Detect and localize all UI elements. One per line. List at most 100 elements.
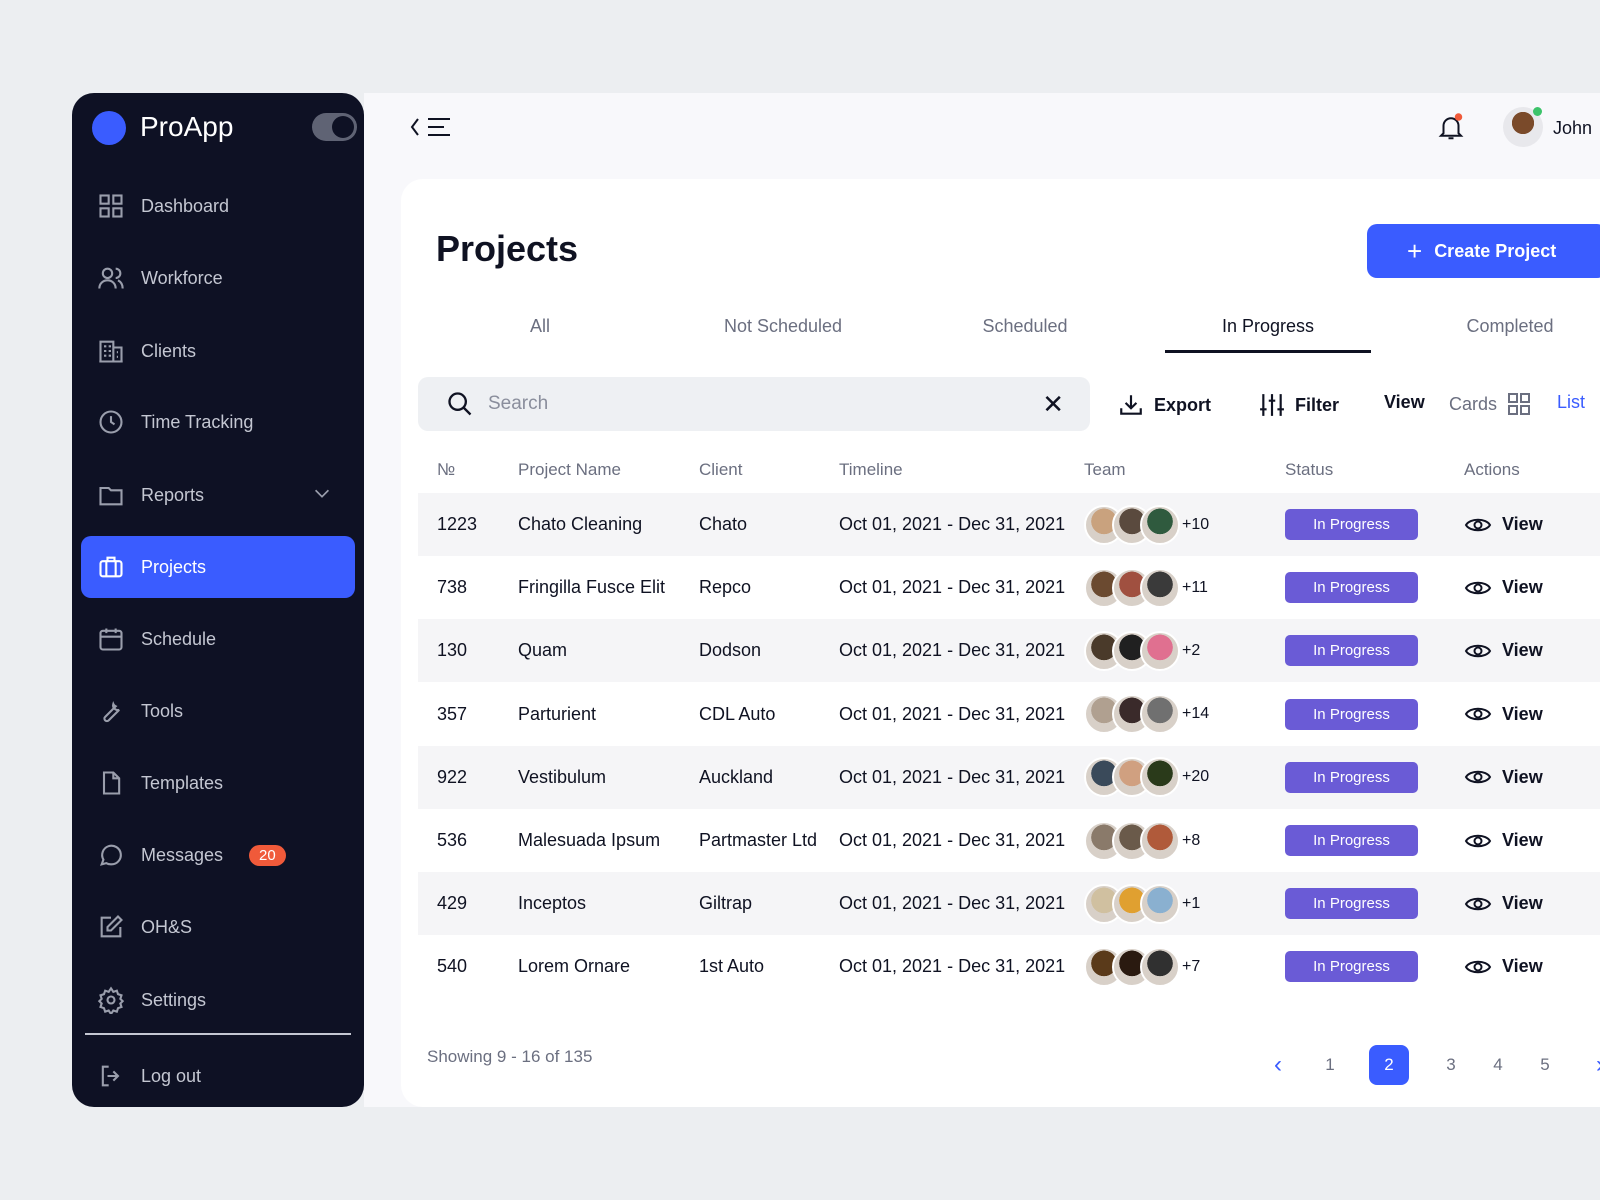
tab-scheduled[interactable]: Scheduled [982, 316, 1068, 336]
client-name: Repco [699, 577, 752, 598]
table-row[interactable]: 922 Vestibulum Auckland Oct 01, 2021 - D… [418, 745, 1600, 809]
table-row[interactable]: 429 Inceptos Giltrap Oct 01, 2021 - Dec … [418, 872, 1600, 936]
prev-page-button[interactable]: ‹ [1274, 1051, 1282, 1078]
page-3-button[interactable]: 3 [1446, 1055, 1456, 1074]
project-name[interactable]: Vestibulum [518, 766, 607, 787]
page-1-button[interactable]: 1 [1325, 1055, 1335, 1074]
menu-collapse-icon [410, 118, 450, 136]
user-name[interactable]: John [1553, 118, 1593, 138]
project-name[interactable]: Malesuada Ipsum [518, 830, 661, 850]
notification-button[interactable] [1436, 112, 1466, 147]
filter-button[interactable]: Filter [1259, 392, 1339, 418]
project-name[interactable]: Chato Cleaning [518, 514, 643, 534]
cards-view-button[interactable]: Cards [1449, 392, 1531, 416]
client-name: Giltrap [699, 893, 753, 914]
tab-all[interactable]: All [529, 316, 550, 336]
view-button[interactable]: View [1464, 767, 1543, 788]
theme-toggle[interactable] [312, 113, 357, 141]
team-member-avatar[interactable] [1140, 883, 1180, 924]
users-icon [98, 267, 124, 289]
team-member-avatar[interactable] [1140, 820, 1180, 861]
team-member-avatar[interactable] [1140, 757, 1180, 798]
team-member-avatar[interactable] [1140, 630, 1180, 671]
view-button[interactable]: View [1464, 956, 1543, 977]
project-name[interactable]: Quam [518, 640, 568, 661]
next-page-button[interactable]: › [1580, 1045, 1600, 1085]
sidebar-item-dashboard[interactable]: Dashboard [81, 175, 355, 237]
more-options-icon[interactable]: ⋮ [1595, 893, 1600, 914]
view-button[interactable]: View [1464, 704, 1543, 725]
folder-icon [99, 486, 123, 506]
collapse-sidebar-button[interactable] [408, 114, 456, 145]
tab-completed[interactable]: Completed [1466, 316, 1554, 336]
page-4-button[interactable]: 4 [1493, 1055, 1503, 1074]
client-name: Dodson [699, 640, 762, 661]
page-2-button[interactable]: 2 [1369, 1045, 1409, 1085]
logout-icon [101, 1065, 120, 1087]
view-button[interactable]: View [1464, 577, 1543, 598]
view-button[interactable]: View [1464, 893, 1543, 914]
eye-icon [1464, 771, 1492, 784]
sidebar-item-reports[interactable]: Reports [81, 464, 355, 526]
page-title: Projects [436, 228, 579, 269]
team-member-avatar[interactable] [1140, 504, 1180, 545]
sidebar-item-tools[interactable]: Tools [81, 680, 355, 742]
tab-in-progress[interactable]: In Progress [1165, 316, 1371, 353]
team-member-avatar[interactable] [1140, 567, 1180, 608]
more-options-icon[interactable]: ⋮ [1595, 830, 1600, 851]
list-view-button[interactable]: List [1557, 392, 1586, 412]
sidebar-item-projects[interactable]: Projects [81, 536, 355, 598]
team-more-count: +2 [1182, 641, 1201, 659]
more-options-icon[interactable]: ⋮ [1595, 956, 1600, 977]
table-row[interactable]: 130 Quam Dodson Oct 01, 2021 - Dec 31, 2… [418, 619, 1600, 683]
team-more-count: +20 [1182, 768, 1210, 786]
sidebar-item-oh-s[interactable]: OH&S [81, 896, 355, 958]
export-button[interactable]: Export [1118, 392, 1211, 418]
sidebar-item-clients[interactable]: Clients [81, 320, 355, 382]
table-row[interactable]: 357 Parturient CDL Auto Oct 01, 2021 - D… [418, 683, 1600, 746]
chevron-down-icon[interactable] [311, 482, 333, 509]
table-row[interactable]: 738 Fringilla Fusce Elit Repco Oct 01, 2… [418, 556, 1600, 619]
table-row[interactable]: 540 Lorem Ornare 1st Auto Oct 01, 2021 -… [418, 935, 1600, 998]
sidebar-item-messages[interactable]: Messages 20 [81, 824, 355, 886]
timeline: Oct 01, 2021 - Dec 31, 2021 [839, 956, 1066, 977]
table-row[interactable]: 536 Malesuada Ipsum Partmaster Ltd Oct 0… [418, 809, 1600, 872]
logout-button[interactable]: Log out [81, 1045, 355, 1107]
column-header: Client [699, 460, 743, 479]
sidebar-item-workforce[interactable]: Workforce [81, 247, 355, 309]
sidebar-item-templates[interactable]: Templates [81, 752, 355, 814]
download-icon [1120, 395, 1142, 415]
project-name[interactable]: Fringilla Fusce Elit [518, 577, 666, 598]
tab-not-scheduled[interactable]: Not Scheduled [723, 316, 843, 336]
more-options-icon[interactable]: ⋮ [1595, 577, 1600, 598]
team-avatars: +10 [1084, 504, 1209, 545]
team-more-count: +14 [1182, 705, 1210, 723]
sidebar-item-schedule[interactable]: Schedule [81, 608, 355, 670]
view-button[interactable]: View [1464, 830, 1543, 851]
sidebar: ProApp Dashboard Workforce Clients Time … [72, 93, 364, 1107]
project-name[interactable]: Inceptos [518, 893, 587, 914]
team-member-avatar[interactable] [1140, 694, 1180, 735]
team-member-avatar[interactable] [1140, 946, 1180, 987]
gear-icon [97, 986, 125, 1014]
more-options-icon[interactable]: ⋮ [1595, 640, 1600, 661]
project-name[interactable]: Parturient [518, 703, 597, 724]
view-button[interactable]: View [1464, 640, 1543, 661]
more-options-icon[interactable]: ⋮ [1595, 514, 1600, 535]
view-label: View [1502, 956, 1543, 977]
view-button[interactable]: View [1464, 514, 1543, 535]
search-input[interactable]: Search ✕ [418, 377, 1090, 431]
page-5-button[interactable]: 5 [1540, 1055, 1550, 1074]
sidebar-item-settings[interactable]: Settings [81, 969, 355, 1031]
sidebar-item-label: Schedule [141, 628, 217, 649]
table-row[interactable]: 1223 Chato Cleaning Chato Oct 01, 2021 -… [418, 493, 1600, 556]
messages-badge: 20 [249, 844, 286, 866]
project-name[interactable]: Lorem Ornare [518, 956, 631, 977]
sidebar-item-time-tracking[interactable]: Time Tracking [81, 391, 355, 453]
clear-search-icon[interactable]: ✕ [1042, 388, 1064, 419]
export-label: Export [1154, 394, 1212, 415]
more-options-icon[interactable]: ⋮ [1595, 767, 1600, 788]
status-badge: In Progress [1285, 825, 1418, 856]
more-options-icon[interactable]: ⋮ [1595, 704, 1600, 725]
create-project-button[interactable]: + Create Project [1367, 224, 1600, 278]
